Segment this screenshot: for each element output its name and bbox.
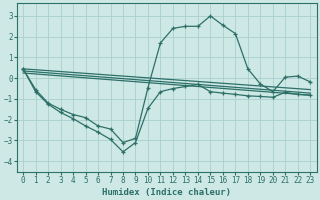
X-axis label: Humidex (Indice chaleur): Humidex (Indice chaleur) [102,188,231,197]
